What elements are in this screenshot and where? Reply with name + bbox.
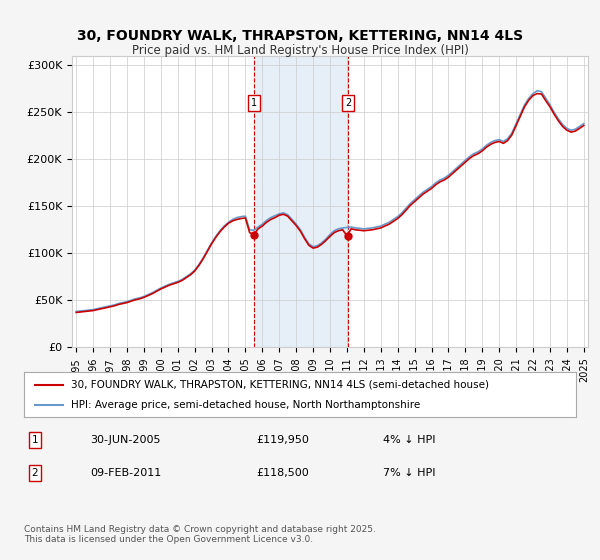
Text: 7% ↓ HPI: 7% ↓ HPI	[383, 468, 436, 478]
Text: 30, FOUNDRY WALK, THRAPSTON, KETTERING, NN14 4LS: 30, FOUNDRY WALK, THRAPSTON, KETTERING, …	[77, 29, 523, 44]
Text: 1: 1	[251, 98, 257, 108]
Text: 2: 2	[345, 98, 352, 108]
Text: 4% ↓ HPI: 4% ↓ HPI	[383, 435, 436, 445]
Text: £118,500: £118,500	[256, 468, 308, 478]
Text: 2: 2	[32, 468, 38, 478]
Text: 1: 1	[32, 435, 38, 445]
Text: 30-JUN-2005: 30-JUN-2005	[90, 435, 161, 445]
Text: £119,950: £119,950	[256, 435, 309, 445]
Text: 09-FEB-2011: 09-FEB-2011	[90, 468, 161, 478]
Bar	[254, 56, 348, 347]
Text: HPI: Average price, semi-detached house, North Northamptonshire: HPI: Average price, semi-detached house,…	[71, 400, 420, 410]
Text: Price paid vs. HM Land Registry's House Price Index (HPI): Price paid vs. HM Land Registry's House …	[131, 44, 469, 57]
Text: 30, FOUNDRY WALK, THRAPSTON, KETTERING, NN14 4LS (semi-detached house): 30, FOUNDRY WALK, THRAPSTON, KETTERING, …	[71, 380, 489, 390]
Text: Contains HM Land Registry data © Crown copyright and database right 2025.
This d: Contains HM Land Registry data © Crown c…	[24, 525, 376, 544]
